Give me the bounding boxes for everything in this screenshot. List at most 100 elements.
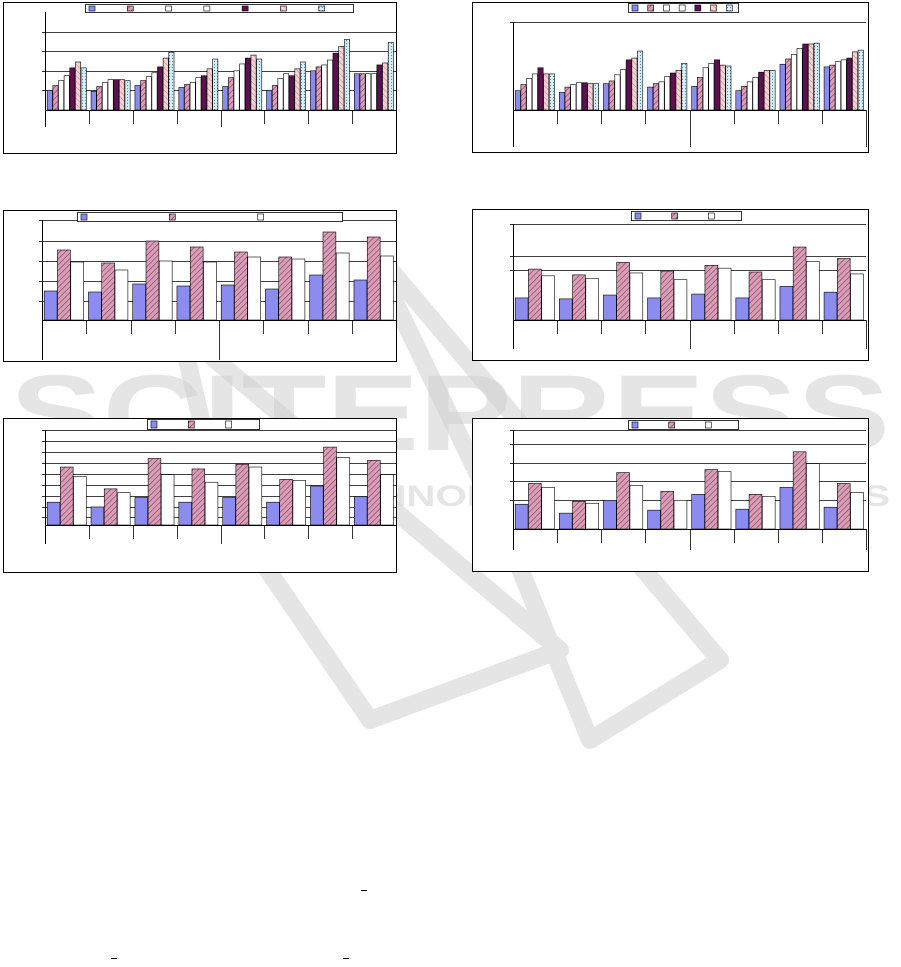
legend-swatch <box>318 5 326 12</box>
bar <box>647 86 654 111</box>
bar <box>69 67 76 111</box>
bar <box>118 79 125 111</box>
bar <box>203 261 217 321</box>
bar <box>647 509 661 530</box>
bar <box>247 256 261 321</box>
bar <box>762 496 776 530</box>
bar <box>90 506 105 526</box>
bar <box>158 260 173 321</box>
bar <box>637 50 644 111</box>
bar <box>769 70 776 111</box>
bar <box>541 275 555 321</box>
legend-swatch <box>257 213 264 221</box>
bar <box>58 80 65 111</box>
bar <box>338 45 345 111</box>
bar <box>792 451 807 530</box>
bar <box>746 81 753 111</box>
bar <box>140 80 147 111</box>
bar <box>779 286 794 321</box>
bar <box>603 294 617 321</box>
bar <box>256 58 263 111</box>
bar <box>43 290 58 321</box>
bar <box>332 52 339 111</box>
bar <box>279 479 293 526</box>
bar <box>625 59 632 111</box>
bar <box>823 506 838 530</box>
chart-6 <box>472 418 869 572</box>
bar <box>220 284 235 321</box>
bar <box>585 278 599 321</box>
bar <box>673 279 688 321</box>
legend-swatch <box>708 212 715 220</box>
bar <box>265 288 279 321</box>
bar <box>748 271 763 321</box>
legend-box <box>628 420 739 430</box>
bar <box>704 264 719 321</box>
legend-swatch <box>647 4 655 12</box>
bar <box>134 85 141 111</box>
chart-3 <box>3 210 397 362</box>
bar <box>652 83 659 111</box>
bar <box>702 67 709 111</box>
bar <box>204 481 219 526</box>
bar <box>201 75 207 111</box>
bar <box>704 469 719 530</box>
bar <box>321 64 328 111</box>
bar <box>758 71 765 111</box>
legend-swatch <box>150 420 158 429</box>
bar <box>178 87 185 111</box>
legend-swatch <box>710 4 717 12</box>
bar <box>806 463 820 530</box>
bar <box>184 84 191 111</box>
bar <box>195 77 202 111</box>
bar <box>283 73 290 111</box>
bar <box>708 63 715 111</box>
bar <box>248 466 263 526</box>
bar <box>779 487 794 530</box>
legend-swatch <box>663 4 670 12</box>
bar <box>103 488 118 526</box>
bar <box>620 69 627 111</box>
bar <box>660 491 674 530</box>
bar <box>735 297 749 321</box>
bar <box>572 500 586 530</box>
bar <box>117 492 131 526</box>
bar <box>310 70 316 111</box>
bar <box>322 231 337 321</box>
bar <box>681 63 688 111</box>
bar <box>132 283 146 321</box>
bar <box>162 57 169 111</box>
bar <box>846 57 853 111</box>
bar <box>222 86 229 111</box>
bar <box>380 255 394 321</box>
bar <box>327 59 333 111</box>
bar <box>336 457 350 526</box>
bar <box>616 472 630 530</box>
bar <box>559 92 565 111</box>
bar <box>134 497 149 526</box>
bar <box>157 66 164 111</box>
bar <box>691 494 705 530</box>
bar <box>380 474 394 526</box>
legend-box <box>85 4 354 13</box>
bar <box>691 85 698 111</box>
bar <box>850 492 864 530</box>
bar <box>570 84 577 111</box>
bar <box>266 501 280 526</box>
legend-swatch <box>678 4 686 12</box>
footer-dash-1 <box>361 890 367 891</box>
bar <box>541 487 555 530</box>
bar <box>343 39 350 111</box>
legend-swatch <box>631 4 639 12</box>
bar <box>585 502 599 530</box>
charts <box>3 2 869 573</box>
bar <box>365 73 372 111</box>
legend-swatch <box>725 4 733 12</box>
bar <box>233 70 240 111</box>
bar <box>60 466 74 526</box>
bar <box>176 285 191 321</box>
bar <box>96 86 103 111</box>
bar <box>354 73 360 111</box>
